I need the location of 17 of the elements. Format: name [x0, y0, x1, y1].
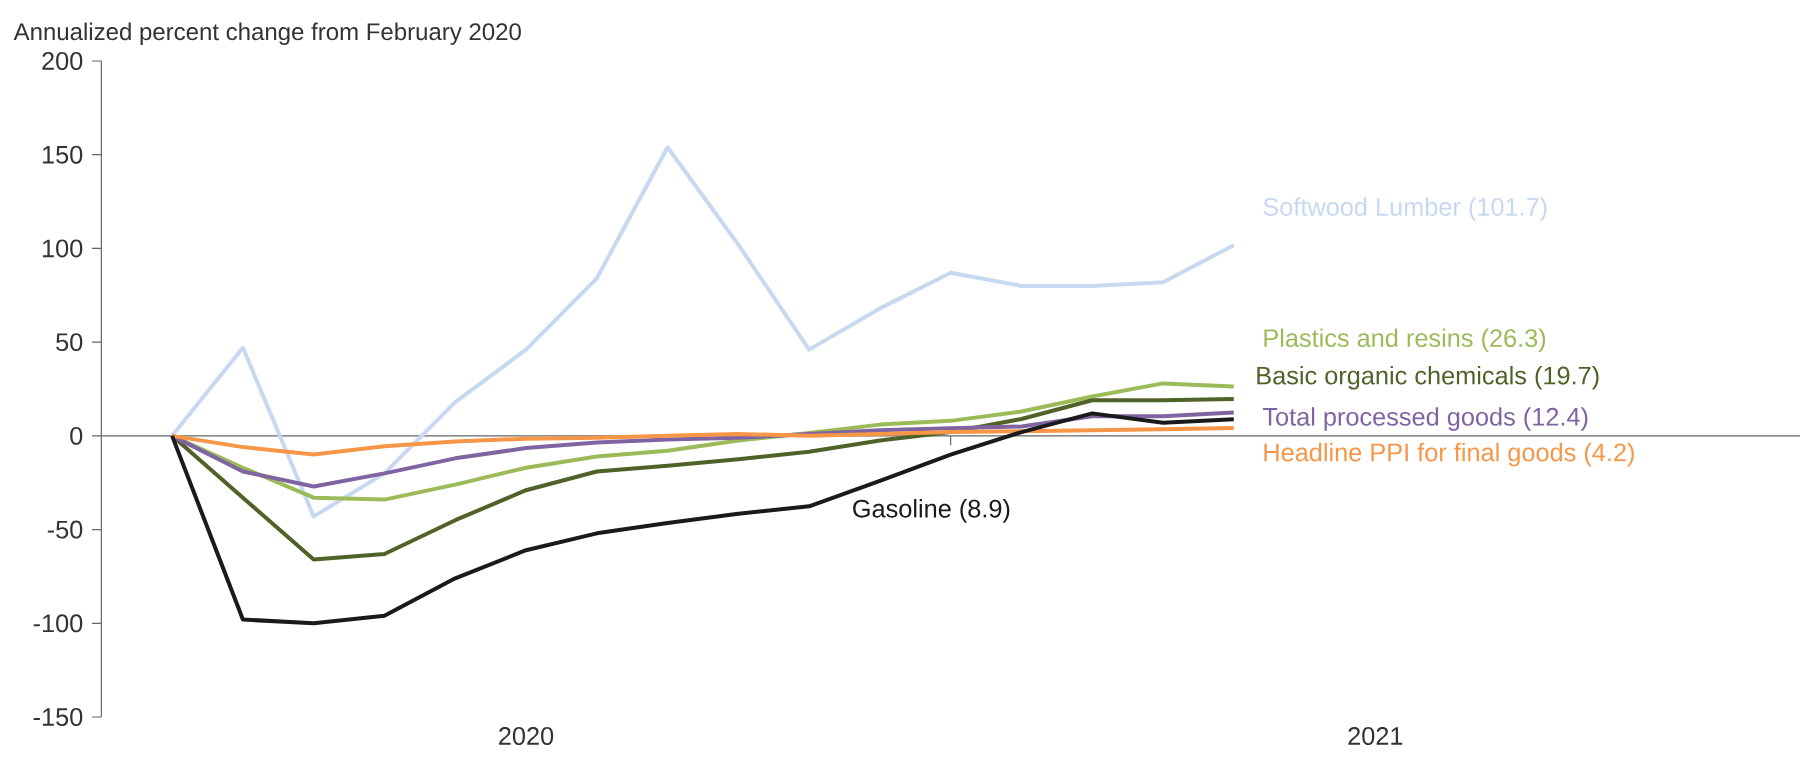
y-tick-label: -100	[33, 614, 83, 633]
y-tick-label: 0	[70, 426, 83, 445]
series-label: Gasoline (8.9)	[853, 499, 1010, 523]
y-tick-label: 200	[42, 52, 83, 70]
y-tick-label: 100	[42, 239, 83, 258]
series-label: Basic organic chemicals (19.7)	[1257, 365, 1599, 390]
x-tick-label: 2021	[1348, 727, 1403, 745]
series-label: Plastics and resins (26.3)	[1264, 328, 1546, 353]
y-tick-label: 50	[56, 333, 83, 352]
x-tick-label: 2020	[499, 727, 554, 745]
series-label: Softwood Lumber (101.7)	[1263, 197, 1547, 221]
y-tick-label: -150	[33, 708, 83, 726]
y-tick-label: 150	[42, 145, 83, 164]
y-tick-label: -50	[47, 520, 83, 539]
series-label: Headline PPI for final goods (4.2)	[1264, 442, 1634, 467]
y-axis-title: Annualized percent change from February 2020	[13, 22, 521, 45]
series-label: Total processed goods (12.4)	[1262, 407, 1588, 431]
